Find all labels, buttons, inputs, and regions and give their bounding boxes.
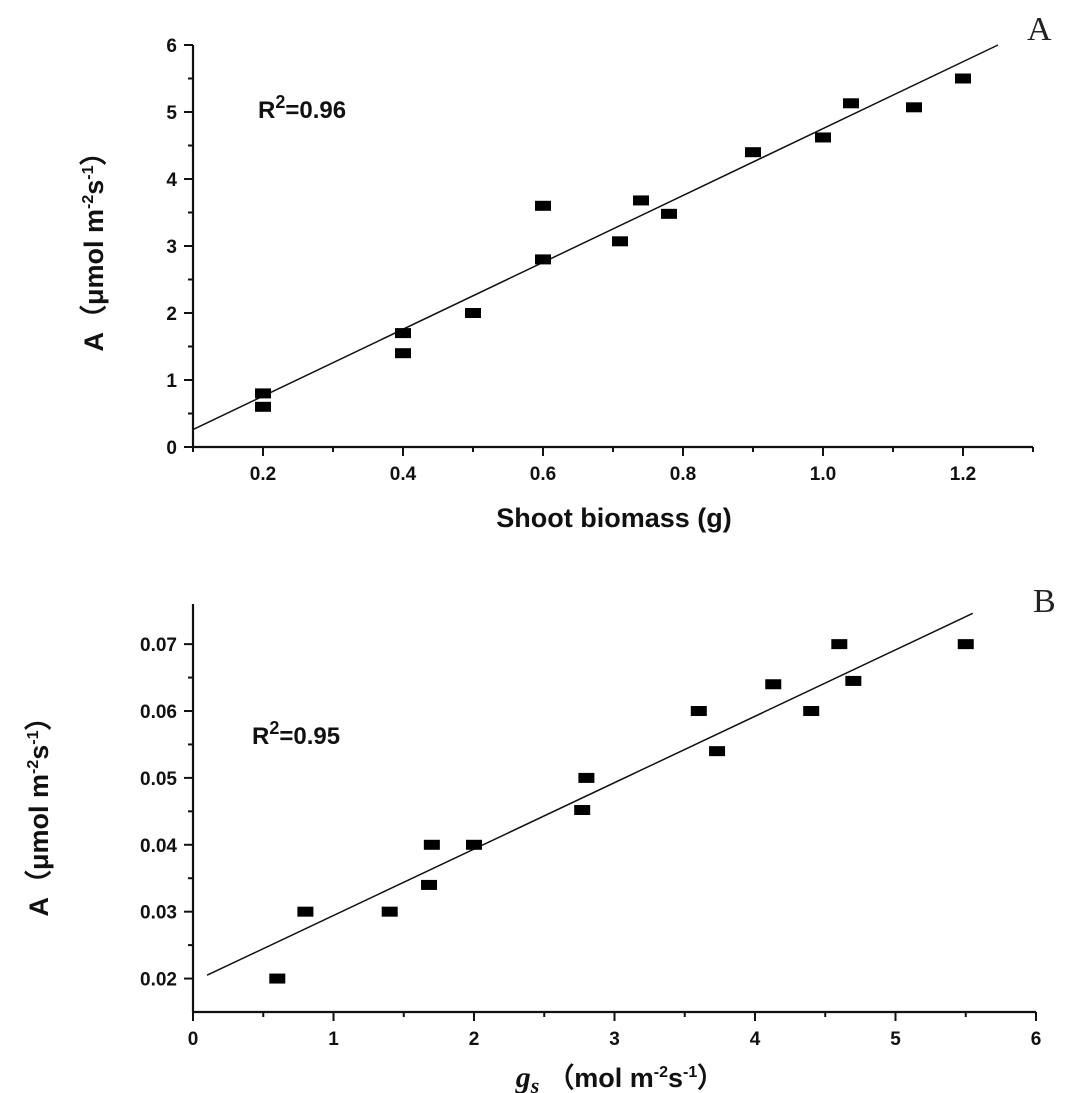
panel-b-points [269, 639, 974, 984]
panel-a: A 0 1 2 3 4 5 6 0.2 0.4 0.6 0.8 1.0 1.2 R2=0.96 Shoo… [79, 11, 1052, 533]
panel-b-label: B [1033, 583, 1056, 620]
panel-b-data-point [423, 839, 440, 850]
panel-a-x-tick-label: 0.2 [250, 464, 276, 485]
panel-b-data-point [574, 805, 591, 816]
panel-a-data-point [535, 254, 551, 265]
panel-b-x-tick-label: 6 [1031, 1029, 1042, 1050]
panel-a-y-tick-label: 6 [166, 36, 177, 57]
panel-b-x-tick-label: 4 [750, 1029, 761, 1050]
panel-a-points [255, 73, 971, 412]
panel-b-data-point [845, 675, 862, 686]
panel-a-label: A [1027, 11, 1052, 48]
panel-a-x-tick-label: 1.0 [810, 464, 836, 485]
panel-b-data-point [957, 639, 974, 650]
panel-a-data-point [955, 73, 971, 84]
panel-a-x-axis-title: Shoot biomass (g) [496, 503, 732, 533]
panel-a-y-tick-label: 3 [166, 237, 177, 258]
panel-a-data-point [255, 388, 271, 399]
panel-a-data-point [395, 328, 411, 339]
panel-b-x-tick-label: 0 [188, 1029, 199, 1050]
panel-a-data-point [661, 208, 677, 219]
panel-a-y-axis-title: A（μmol m-2s-1） [79, 138, 109, 351]
panel-b-x-axis-title: gs （mol m-2s-1） [515, 1061, 725, 1093]
panel-a-x-tick-label: 0.6 [530, 464, 556, 485]
panel-a-x-tick-label: 0.8 [670, 464, 696, 485]
panel-a-y-tick-label: 5 [166, 103, 177, 124]
panel-a-fit [192, 44, 999, 431]
panel-b-y-tick-label: 0.04 [140, 836, 177, 857]
panel-a-x-tick-label: 0.4 [390, 464, 417, 485]
panel-b-data-point [765, 679, 782, 690]
panel-b-data-point [709, 746, 726, 757]
panel-a-data-point [255, 401, 271, 412]
panel-b-data-point [466, 839, 482, 850]
panel-a-data-point [395, 348, 411, 359]
panel-b-data-point [269, 973, 286, 984]
panel-a-data-point [843, 98, 859, 109]
panel-b-fit [206, 612, 974, 976]
panel-b-data-point [381, 906, 398, 917]
panel-b-data-point [803, 706, 820, 717]
panel-a-y-tick-label: 1 [166, 371, 177, 392]
panel-b-r2: R2=0.95 [252, 718, 340, 750]
panel-a-data-point [815, 132, 831, 143]
panel-a-x-tick-label: 1.2 [950, 464, 976, 485]
panel-a-data-point [633, 195, 649, 206]
panel-b-x-tick-label: 3 [609, 1029, 620, 1050]
panel-a-data-point [906, 102, 922, 113]
panel-b-x-tick-label: 1 [328, 1029, 339, 1050]
panel-b-y-tick-label: 0.02 [140, 970, 177, 991]
panel-a-data-point [465, 308, 481, 318]
panel-a-data-point [612, 236, 628, 247]
panel-b-data-point [297, 906, 314, 917]
panel-b-regression-line [206, 612, 974, 976]
panel-b-data-point [578, 772, 595, 783]
panel-b-axes: 0.02 0.03 0.04 0.05 0.06 0.07 0 1 2 3 4 5 6 [140, 604, 1041, 1050]
panel-a-y-tick-label: 0 [166, 438, 177, 459]
panel-a-y-tick-label: 2 [166, 304, 177, 325]
panel-b-data-point [690, 706, 707, 717]
panel-a-axes: 0 1 2 3 4 5 6 0.2 0.4 0.6 0.8 1.0 1.2 [166, 36, 1034, 485]
panel-a-data-point [745, 147, 761, 158]
panel-a-data-point [535, 200, 551, 211]
panel-b-y-tick-label: 0.03 [140, 903, 177, 924]
panel-b-data-point [421, 879, 438, 890]
panel-a-y-tick-label: 4 [166, 170, 177, 191]
panel-b: B 0.02 0.03 0.04 0.05 0.06 0.07 0 1 2 3 4 5 6 R2=0.9… [24, 583, 1056, 1093]
panel-b-y-axis-title: A（μmol m-2s-1） [24, 703, 54, 916]
panel-a-r2: R2=0.96 [258, 92, 346, 124]
panel-b-y-tick-label: 0.05 [140, 769, 177, 790]
panel-b-y-tick-label: 0.07 [140, 635, 177, 656]
panel-b-x-tick-label: 5 [890, 1029, 901, 1050]
panel-b-x-tick-label: 2 [469, 1029, 480, 1050]
panel-a-regression-line [192, 44, 999, 431]
panel-b-y-tick-label: 0.06 [140, 702, 177, 723]
panel-b-data-point [831, 639, 848, 650]
